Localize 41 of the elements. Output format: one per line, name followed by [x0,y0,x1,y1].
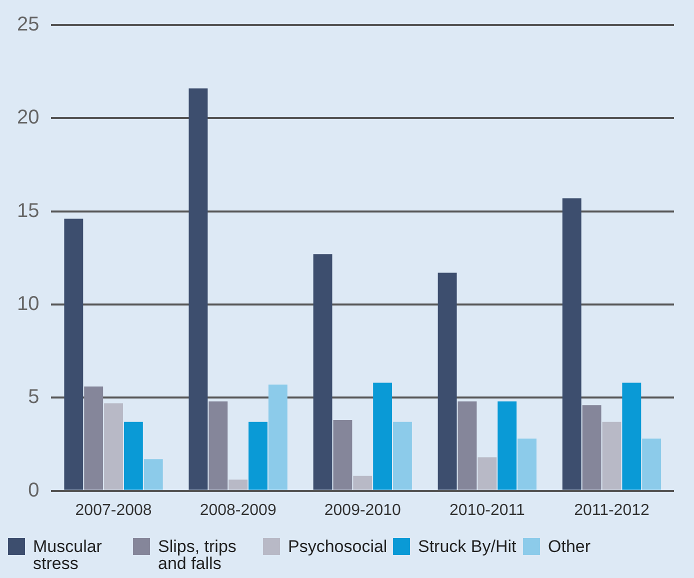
bar [248,422,268,490]
bar [373,382,392,490]
legend-label: Slips, trips and falls [158,537,238,573]
bar [498,401,517,490]
bar [188,88,208,490]
y-tick-label: 0 [28,479,40,502]
bar [228,480,248,490]
bar [458,401,477,490]
bar [518,438,536,490]
y-tick-label: 20 [16,106,40,129]
legend-label: Psychosocial [288,537,388,556]
bar [104,403,123,490]
bar [333,420,352,490]
bar [313,254,332,490]
bar [478,457,497,490]
bar [64,218,84,490]
x-tick-label: 2011-2012 [574,502,650,519]
y-tick-label: 10 [16,292,40,315]
legend-label: Other [548,537,591,556]
bar [642,438,662,490]
bar [602,422,622,490]
bar [582,405,602,490]
bar [438,272,457,490]
x-tick-label: 2007-2008 [75,502,152,519]
x-tick-label: 2010-2011 [450,502,525,519]
bar [144,459,163,490]
y-tick-label: 5 [28,386,40,408]
bar [268,384,288,490]
legend-label: Muscular stress [33,537,103,573]
bar [393,422,412,490]
bar [622,382,642,490]
bar [353,476,372,490]
bar [562,198,582,490]
y-tick-label: 15 [16,200,40,222]
bar [124,422,143,490]
y-tick-label: 25 [16,14,40,36]
legend-label: Struck By/Hit [418,537,516,556]
x-tick-label: 2008-2009 [200,502,276,519]
x-tick-label: 2009-2010 [324,502,401,519]
bar [208,401,228,490]
bar [84,386,104,490]
